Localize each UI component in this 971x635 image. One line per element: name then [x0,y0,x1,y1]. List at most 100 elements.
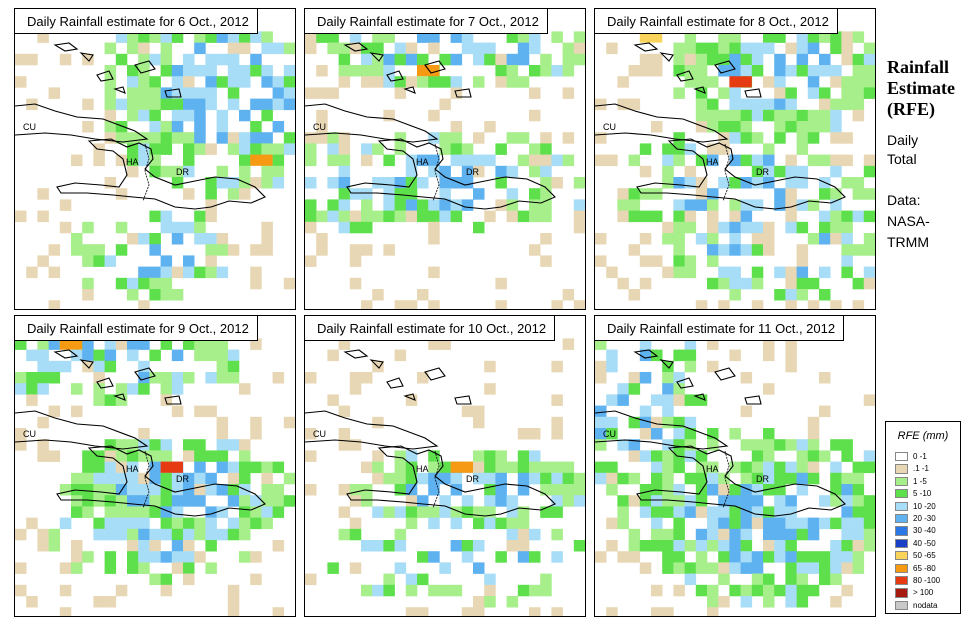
rainfall-cell [785,65,797,77]
rainfall-cell [227,53,240,66]
rainfall-cell [194,143,206,155]
rainfall-cell [517,517,530,530]
rainfall-cell [763,551,775,563]
rainfall-cell [740,517,753,530]
rainfall-cell [506,199,519,211]
rainfall-cell [160,528,173,541]
rainfall-cell [540,584,552,597]
rainfall-cell [517,461,530,474]
rainfall-cell [651,528,663,541]
rainfall-cell [93,450,105,462]
rainfall-cell [71,562,83,574]
rainfall-cell [506,188,519,200]
rainfall-cell [71,244,83,256]
rainfall-cell [673,266,685,279]
subtitle-line: Total [887,151,917,167]
rainfall-cell [250,461,262,474]
rainfall-cell [160,31,173,43]
rainfall-cell [729,109,741,122]
rainfall-cell [383,244,395,256]
rainfall-cell [138,338,150,350]
rainfall-cell [718,596,730,608]
rainfall-cell [751,244,764,256]
rainfall-cell [227,607,240,616]
rainfall-cell [138,42,150,55]
rainfall-cell [93,495,105,507]
rainfall-cell [439,132,451,144]
legend-title: RFE (mm) [897,430,949,442]
rainfall-cell [740,42,753,55]
rainfall-cell [796,53,809,66]
rainfall-cell [807,31,820,43]
rainfall-cell [506,165,519,178]
rainfall-cell [194,31,206,43]
rainfall-cell [562,472,575,485]
rainfall-cell [149,53,161,66]
rainfall-cell [428,31,440,43]
rainfall-cell [830,121,842,133]
rainfall-cell [104,450,117,462]
rainfall-cell [428,506,440,518]
rainfall-cell [774,439,786,451]
rainfall-cell [484,495,496,507]
rainfall-cell [428,484,440,496]
rainfall-cell [863,188,875,200]
rainfall-cell [573,300,585,309]
legend-item: 5 -10 [895,489,957,499]
rainfall-cell [639,338,652,350]
rainfall-cell [138,266,150,279]
rainfall-cell [662,416,674,429]
rainfall-cell [484,360,496,373]
rainfall-cell [361,199,373,211]
rainfall-cell [740,244,753,256]
rainfall-cell [841,132,853,144]
rainfall-cell [517,450,530,462]
rainfall-cell [149,484,161,496]
rainfall-cell [160,472,173,485]
rainfall-cell [361,372,373,384]
rainfall-cell [718,65,730,77]
rainfall-cell [138,76,150,88]
rainfall-cell [127,528,139,541]
rainfall-cell [439,472,451,485]
rainfall-cell [529,199,541,211]
rainfall-cell [327,210,339,223]
rainfall-cell [138,98,150,111]
rainfall-cell [785,506,797,518]
rainfall-cell [841,87,853,99]
rainfall-cell [405,188,418,200]
rainfall-cell [383,154,395,167]
rainfall-cell [115,98,128,111]
rainfall-cell [651,506,663,518]
rainfall-cell [183,255,195,267]
rainfall-cell [338,484,351,496]
rainfall-cell [595,255,607,267]
rainfall-cell [585,267,586,279]
rainfall-cell [506,506,519,518]
rainfall-grid [595,31,875,309]
rainfall-cell [595,472,607,485]
rainfall-cell [171,76,184,88]
rainfall-cell [261,233,273,245]
rainfall-cell [205,517,217,530]
rainfall-cell [673,450,685,462]
rainfall-cell [830,562,842,574]
rainfall-cell [807,65,820,77]
rainfall-cell [205,349,217,362]
rainfall-cell [205,450,217,462]
rainfall-cell [216,121,229,133]
rainfall-cell [841,53,853,66]
rainfall-cell [405,53,418,66]
rainfall-cell [707,221,719,234]
rainfall-cell [495,165,507,178]
rainfall-cell [852,472,865,485]
rainfall-cell [673,540,685,552]
rainfall-cell [316,65,328,77]
rainfall-cell [585,361,586,373]
rainfall-cell [807,87,820,99]
rainfall-cell [15,338,27,350]
rainfall-cell [617,517,629,530]
rainfall-cell [349,31,362,43]
rainfall-cell [852,177,865,189]
rainfall-cell [684,42,697,55]
